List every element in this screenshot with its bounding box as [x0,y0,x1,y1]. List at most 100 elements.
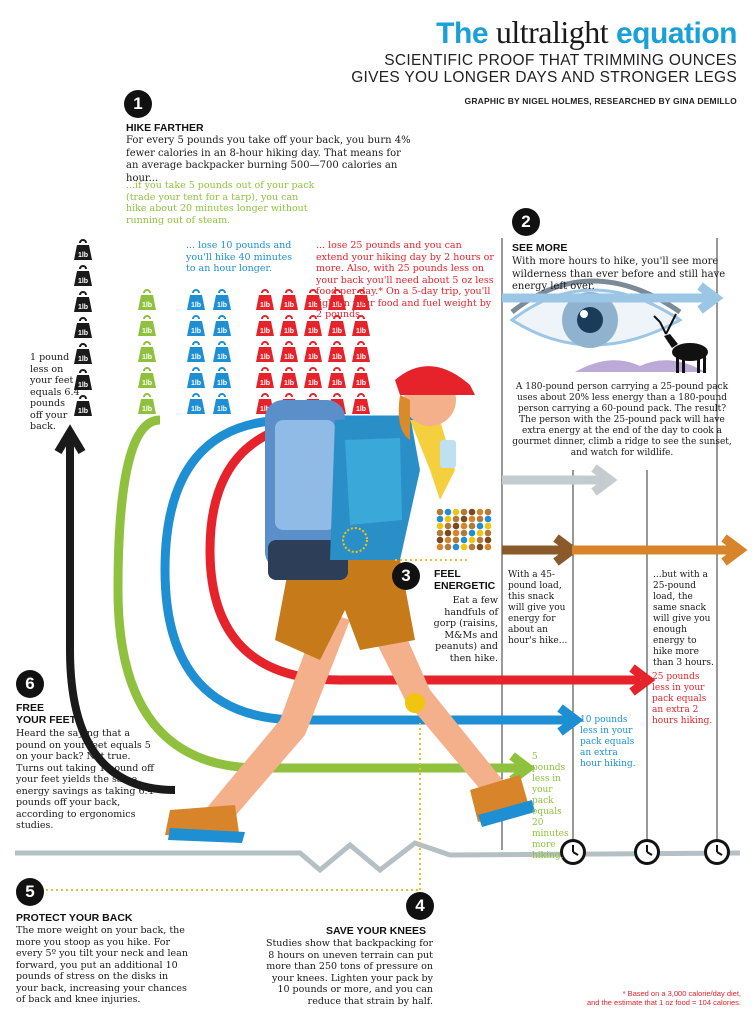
section-3-heading-line-1: FEEL [434,568,461,580]
gorp-piece [468,522,476,530]
mountains-icon [575,360,705,372]
weight-icon [327,341,347,363]
section-1-red-text: ... lose 25 pounds and you can extend yo… [316,240,494,320]
weight-icon [73,239,93,261]
section-4-body: Studies show that backpacking for 8 hour… [265,938,433,1007]
weight-icon [186,341,206,363]
gorp-piece [444,529,452,537]
gorp-piece [460,529,468,537]
gorp-piece [460,536,468,544]
gorp-piece [436,515,444,523]
gorp-piece [460,522,468,530]
section-6-heading: FREE YOUR FEET [16,702,76,726]
gorp-piece [476,522,484,530]
gorp-piece [444,536,452,544]
page-title: The ultralight equation [436,14,737,51]
weight-icon [137,289,157,311]
clock-icon [633,838,661,866]
clock-icon [703,838,731,866]
snack-note-45: With a 45-pound load, this snack will gi… [508,570,568,646]
weight-icon [73,265,93,287]
gorp-piece [476,508,484,516]
gorp-piece [468,536,476,544]
snack-arrows [502,534,748,566]
footnote-line-1: * Based on a 3,000 calorie/day diet, [622,989,741,998]
gorp-piece [468,529,476,537]
weight-icon [303,341,323,363]
title-equation: equation [608,17,738,50]
gorp-piece [484,529,492,537]
weight-icon [327,367,347,389]
gorp-icon [436,508,492,551]
weight-icon [279,341,299,363]
weight-grid-blue [186,289,232,415]
gorp-piece [476,515,484,523]
gorp-piece [460,543,468,551]
section-6-heading-line-2: YOUR FEET [16,714,77,726]
subtitle-line-2: GIVES YOU LONGER DAYS AND STRONGER LEGS [351,69,737,86]
gorp-piece [460,515,468,523]
weight-icon [137,367,157,389]
section-2-detail: A 180-pound person carrying a 25-pound p… [512,382,732,458]
footnote: * Based on a 3,000 calorie/day diet, and… [587,989,741,1007]
weight-icon [186,289,206,311]
footnote-line-2: and the estimate that 1 oz food = 104 ca… [586,998,741,1007]
outcome-green: 5 pounds less in your pack equals 20 min… [532,752,569,861]
gorp-piece [468,543,476,551]
section-1-body: For every 5 pounds you take off your bac… [126,135,411,184]
gorp-piece [452,536,460,544]
see-more-arrow [502,282,724,496]
gorp-piece [452,543,460,551]
gorp-piece [452,522,460,530]
weight-icon [137,393,157,415]
section-2-body: With more hours to hike, you'll see more… [512,256,726,292]
gorp-piece [468,508,476,516]
credit-line: GRAPHIC BY NIGEL HOLMES, RESEARCHED BY G… [464,96,737,106]
gorp-piece [436,522,444,530]
gorp-piece [436,508,444,516]
snack-note-25: ...but with a 25-pound load, the same sn… [653,570,714,668]
section-1-heading: HIKE FARTHER [126,122,204,134]
section-5-body: The more weight on your back, the more y… [16,925,188,1005]
section-6-body: Heard the saying that a pound on your fe… [16,728,154,831]
weight-icon [212,393,232,415]
section-2-heading: SEE MORE [512,242,568,254]
gorp-piece [476,536,484,544]
section-1-green-text: ...if you take 5 pounds out of your pack… [126,180,315,226]
weight-icon [255,315,275,337]
weight-icon [186,315,206,337]
weight-icon [212,289,232,311]
gorp-piece [436,536,444,544]
gorp-piece [444,522,452,530]
elk-icon [653,313,708,373]
side-note: 1 pound less on your feet equals 6.4 pou… [30,352,80,432]
weight-icon [212,315,232,337]
section-2-number: 2 [512,208,540,236]
gorp-piece [436,543,444,551]
gorp-piece [476,543,484,551]
weight-icon [212,367,232,389]
gorp-piece [484,536,492,544]
gorp-piece [444,543,452,551]
weight-icon [279,315,299,337]
weight-icon [186,393,206,415]
gorp-piece [444,515,452,523]
gorp-piece [484,508,492,516]
weight-icon [351,393,371,415]
gorp-piece [484,522,492,530]
section-4-heading: SAVE YOUR KNEES [326,925,426,937]
gorp-piece [452,508,460,516]
weight-icon [351,341,371,363]
gorp-piece [484,515,492,523]
weight-icon [137,341,157,363]
weight-icon [73,291,93,313]
gorp-piece [460,508,468,516]
weight-icon [279,289,299,311]
section-5-heading: PROTECT YOUR BACK [16,912,133,924]
weight-icon [73,317,93,339]
title-ultralight: ultralight [495,14,609,50]
feet-arrow [54,424,176,794]
section-6-heading-line-1: FREE [16,702,45,714]
weight-column-green [137,289,157,415]
